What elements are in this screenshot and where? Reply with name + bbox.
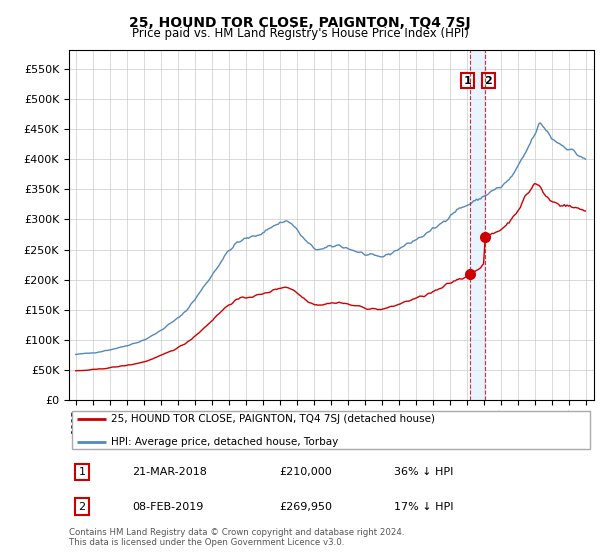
Text: 2: 2	[79, 502, 86, 512]
Text: 17% ↓ HPI: 17% ↓ HPI	[395, 502, 454, 512]
Text: 25, HOUND TOR CLOSE, PAIGNTON, TQ4 7SJ: 25, HOUND TOR CLOSE, PAIGNTON, TQ4 7SJ	[129, 16, 471, 30]
Bar	[470, 50, 485, 400]
Text: Contains HM Land Registry data © Crown copyright and database right 2024.
This d: Contains HM Land Registry data © Crown c…	[69, 528, 404, 547]
Text: 1: 1	[79, 467, 86, 477]
FancyBboxPatch shape	[71, 411, 590, 449]
Text: 21-MAR-2018: 21-MAR-2018	[132, 467, 207, 477]
Text: 36% ↓ HPI: 36% ↓ HPI	[395, 467, 454, 477]
Text: Price paid vs. HM Land Registry's House Price Index (HPI): Price paid vs. HM Land Registry's House …	[131, 27, 469, 40]
Text: £210,000: £210,000	[279, 467, 332, 477]
Text: 1: 1	[463, 76, 471, 86]
Text: £269,950: £269,950	[279, 502, 332, 512]
Text: 25, HOUND TOR CLOSE, PAIGNTON, TQ4 7SJ (detached house): 25, HOUND TOR CLOSE, PAIGNTON, TQ4 7SJ (…	[111, 414, 435, 424]
Text: 2: 2	[484, 76, 492, 86]
Text: HPI: Average price, detached house, Torbay: HPI: Average price, detached house, Torb…	[111, 437, 338, 446]
Text: 08-FEB-2019: 08-FEB-2019	[132, 502, 203, 512]
